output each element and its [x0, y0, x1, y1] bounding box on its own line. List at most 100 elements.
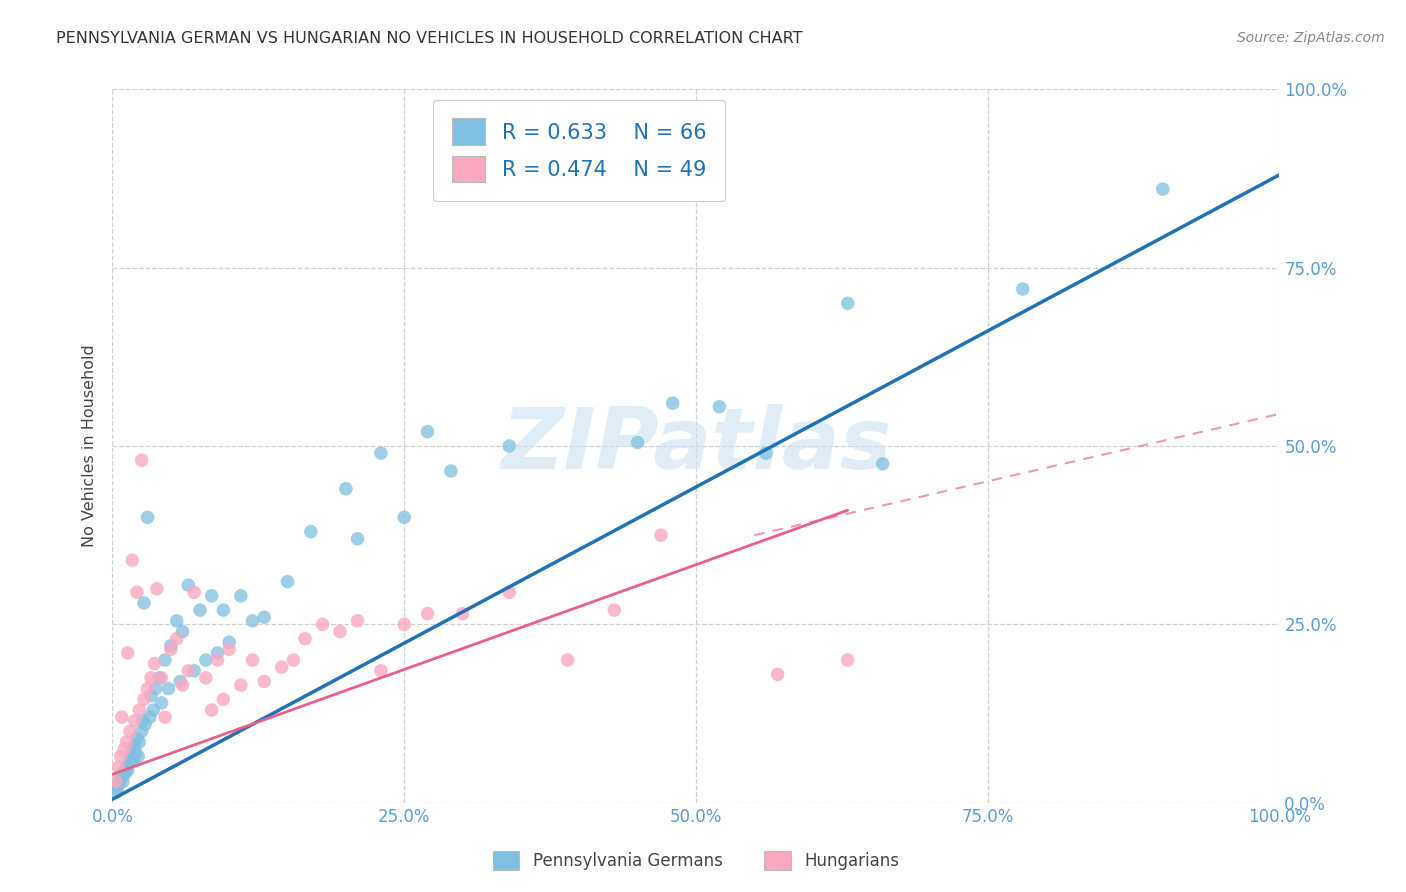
Point [132, 596, 155, 610]
Point [145, 681, 167, 696]
Point [132, 714, 155, 728]
Point [128, 703, 150, 717]
Point [136, 681, 159, 696]
Point [121, 742, 143, 756]
Point [242, 653, 264, 667]
Point [207, 646, 229, 660]
Point [172, 624, 194, 639]
Point [392, 510, 416, 524]
Point [104, 785, 127, 799]
Point [111, 774, 134, 789]
Point [132, 692, 155, 706]
Point [194, 653, 217, 667]
Point [872, 457, 894, 471]
Point [253, 610, 276, 624]
Point [169, 674, 191, 689]
Point [311, 617, 333, 632]
Point [131, 724, 153, 739]
Point [121, 553, 143, 567]
Point [139, 671, 162, 685]
Point [115, 735, 138, 749]
Point [183, 585, 205, 599]
Point [346, 532, 368, 546]
Point [118, 724, 141, 739]
Point [335, 482, 357, 496]
Point [107, 778, 129, 792]
Point [253, 674, 276, 689]
Point [110, 749, 132, 764]
Y-axis label: No Vehicles in Household: No Vehicles in Household [82, 344, 97, 548]
Legend: Pennsylvania Germans, Hungarians: Pennsylvania Germans, Hungarians [486, 844, 905, 877]
Point [276, 574, 298, 589]
Point [118, 756, 141, 771]
Point [124, 739, 146, 753]
Point [229, 589, 252, 603]
Point [603, 603, 626, 617]
Point [125, 731, 148, 746]
Point [498, 585, 520, 599]
Point [160, 642, 183, 657]
Point [283, 653, 305, 667]
Point [183, 664, 205, 678]
Point [329, 624, 352, 639]
Point [218, 635, 240, 649]
Point [709, 400, 731, 414]
Point [124, 714, 146, 728]
Point [139, 710, 162, 724]
Point [115, 760, 138, 774]
Point [128, 735, 150, 749]
Point [110, 771, 132, 785]
Point [177, 578, 200, 592]
Point [117, 646, 139, 660]
Point [498, 439, 520, 453]
Point [370, 664, 392, 678]
Point [1152, 182, 1174, 196]
Point [166, 614, 188, 628]
Point [160, 639, 183, 653]
Point [136, 510, 159, 524]
Point [143, 657, 166, 671]
Point [104, 774, 127, 789]
Point [127, 749, 149, 764]
Point [270, 660, 292, 674]
Point [212, 692, 235, 706]
Point [650, 528, 672, 542]
Point [201, 703, 224, 717]
Point [148, 671, 170, 685]
Point [218, 642, 240, 657]
Point [242, 614, 264, 628]
Point [120, 749, 142, 764]
Point [416, 607, 439, 621]
Point [122, 753, 145, 767]
Point [837, 653, 859, 667]
Point [177, 664, 200, 678]
Point [837, 296, 859, 310]
Point [118, 753, 141, 767]
Point [114, 764, 136, 778]
Point [661, 396, 683, 410]
Point [153, 653, 176, 667]
Point [125, 746, 148, 760]
Text: ZIPatlas: ZIPatlas [501, 404, 891, 488]
Point [150, 696, 173, 710]
Point [229, 678, 252, 692]
Point [105, 781, 128, 796]
Point [346, 614, 368, 628]
Point [107, 760, 129, 774]
Point [755, 446, 778, 460]
Point [131, 453, 153, 467]
Point [125, 585, 148, 599]
Point [370, 446, 392, 460]
Point [146, 582, 169, 596]
Point [139, 689, 162, 703]
Point [142, 703, 165, 717]
Point [134, 717, 156, 731]
Point [108, 774, 131, 789]
Point [201, 589, 224, 603]
Point [212, 603, 235, 617]
Point [188, 603, 211, 617]
Text: Source: ZipAtlas.com: Source: ZipAtlas.com [1237, 31, 1385, 45]
Point [172, 678, 194, 692]
Point [557, 653, 579, 667]
Point [1011, 282, 1033, 296]
